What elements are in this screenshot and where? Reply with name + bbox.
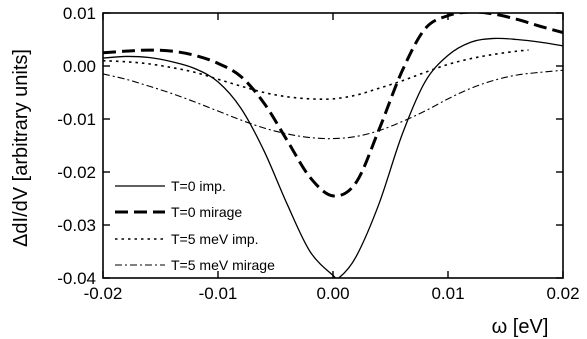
legend: T=0 imp. T=0 mirage T=5 meV imp. T=5 meV mi…: [115, 178, 275, 273]
legend-label-1: T=0 imp.: [171, 178, 226, 194]
x-axis-label: ω [eV]: [492, 316, 549, 338]
series-line-4: [103, 69, 563, 140]
x-tick-label: -0.02: [84, 284, 123, 303]
y-tick-label: 0.01: [63, 4, 96, 23]
ticks-layer: -0.02 -0.01 0.00 0.01 0.02 0.01 0.00 -0.01 -0.02…: [57, 4, 579, 303]
series-layer: [103, 13, 563, 278]
series-line-1: [103, 37, 563, 278]
y-tick-label: 0.00: [63, 57, 96, 76]
x-tick-label: 0.01: [431, 284, 464, 303]
legend-label-3: T=5 meV imp.: [171, 231, 259, 247]
y-axis-label: ΔdI/dV [arbitrary units]: [10, 49, 32, 247]
y-tick-label: -0.03: [57, 216, 96, 235]
y-tick-label: -0.02: [57, 163, 96, 182]
series-line-3: [103, 49, 529, 101]
y-tick-label: -0.01: [57, 110, 96, 129]
legend-label-4: T=5 meV mirage: [171, 257, 275, 273]
x-tick-label: 0.02: [546, 284, 579, 303]
legend-label-2: T=0 mirage: [171, 204, 242, 220]
y-tick-label: -0.04: [57, 269, 96, 288]
series-line-2: [103, 13, 563, 198]
x-tick-label: -0.01: [199, 284, 238, 303]
x-tick-label: 0.00: [316, 284, 349, 303]
